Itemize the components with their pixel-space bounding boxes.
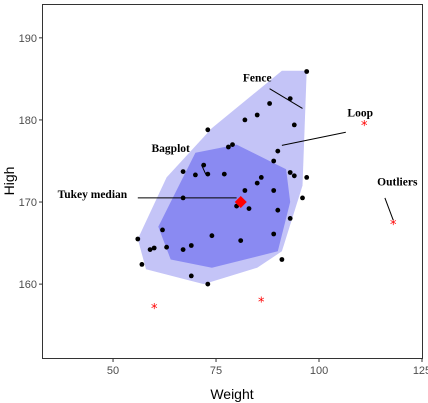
x-tick-label: 50 — [107, 365, 119, 377]
data-point — [292, 173, 297, 178]
data-point — [148, 247, 153, 252]
annotation-label-bagplot: Bagplot — [152, 143, 191, 155]
annotation-label-loop: Loop — [347, 108, 373, 120]
annotation-label-tukey-median: Tukey median — [58, 189, 128, 201]
data-point — [152, 246, 157, 251]
x-tick-label: 100 — [310, 365, 328, 377]
outlier-point: * — [258, 295, 265, 310]
data-point — [275, 208, 280, 213]
data-point — [230, 142, 235, 147]
outlier-point: * — [361, 119, 368, 134]
data-point — [164, 245, 169, 250]
data-point — [189, 243, 194, 248]
data-point — [271, 188, 276, 193]
data-point — [271, 232, 276, 237]
annotation-label-outliers: Outliers — [377, 177, 418, 189]
data-point — [275, 149, 280, 154]
data-point — [267, 101, 272, 106]
data-point — [205, 172, 210, 177]
data-point — [292, 123, 297, 128]
outlier-point: * — [390, 218, 397, 233]
annotation-label-fence: Fence — [243, 72, 272, 84]
x-axis-title: Weight — [210, 386, 253, 402]
data-point — [181, 247, 186, 252]
y-tick-label: 160 — [19, 279, 37, 291]
data-point — [160, 228, 165, 233]
x-tick-label: 125 — [413, 365, 428, 377]
data-point — [181, 169, 186, 174]
data-point — [210, 233, 215, 238]
data-point — [189, 274, 194, 279]
data-point — [255, 181, 260, 186]
data-point — [304, 69, 309, 74]
data-point — [243, 188, 248, 193]
data-point — [238, 238, 243, 243]
data-point — [222, 172, 227, 177]
data-point — [135, 237, 140, 242]
y-axis-title: High — [1, 167, 17, 196]
data-point — [259, 175, 264, 180]
data-point — [205, 282, 210, 287]
data-point — [243, 118, 248, 123]
x-tick-label: 75 — [210, 365, 222, 377]
outlier-point: * — [151, 302, 158, 317]
data-point — [304, 175, 309, 180]
y-tick-label: 180 — [19, 115, 37, 127]
y-tick-label: 190 — [19, 33, 37, 45]
data-point — [193, 173, 198, 178]
data-point — [288, 170, 293, 175]
data-point — [280, 257, 285, 262]
data-point — [140, 262, 145, 267]
data-point — [226, 145, 231, 150]
y-tick-label: 170 — [19, 197, 37, 209]
data-point — [271, 159, 276, 164]
data-point — [255, 113, 260, 118]
data-point — [247, 206, 252, 211]
data-point — [300, 196, 305, 201]
data-point — [288, 216, 293, 221]
data-point — [205, 127, 210, 132]
